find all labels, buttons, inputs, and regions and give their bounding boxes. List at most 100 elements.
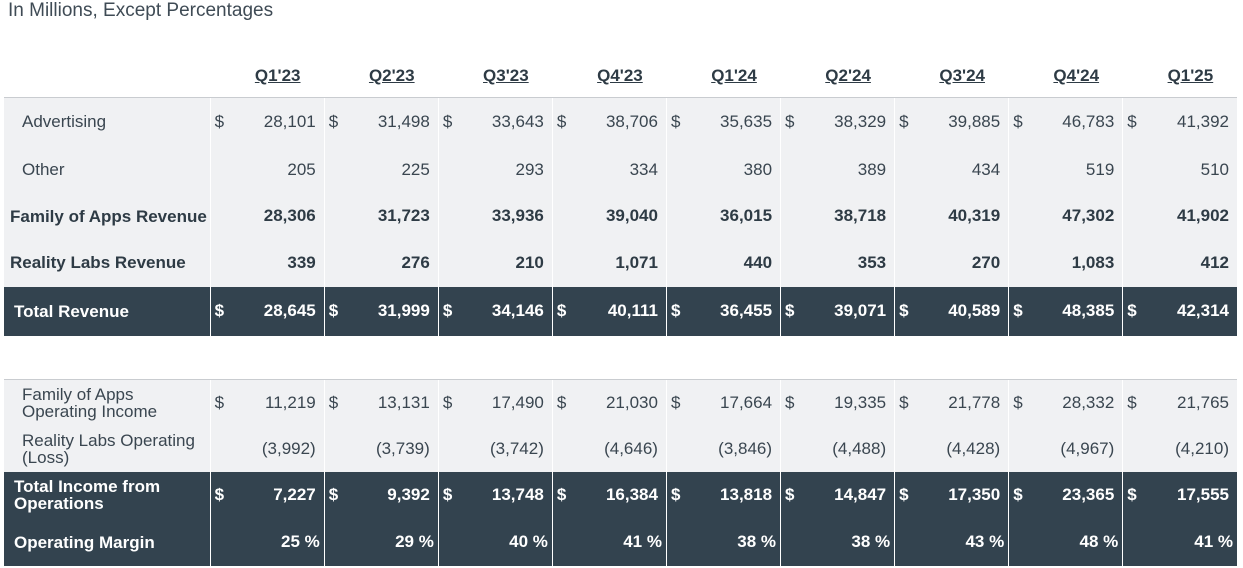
dollar-sign-cell: $ [551, 97, 574, 146]
dollar-sign-cell [209, 193, 232, 239]
dollar-sign-cell: $ [1122, 379, 1144, 426]
value-cell: 334 [573, 145, 667, 194]
header-spacer-cell [1123, 62, 1144, 90]
quarter-header-cell: Q4'24 [1030, 62, 1123, 90]
dollar-sign-cell: $ [1008, 471, 1030, 519]
row-label: Total Income from Operations [4, 471, 211, 519]
dollar-sign-cell [780, 193, 802, 239]
value-cell: 40,319 [915, 193, 1009, 239]
quarter-header-cell: Q1'23 [231, 62, 324, 90]
row-label: Advertising [4, 97, 211, 146]
dollar-sign-cell [1122, 238, 1144, 287]
quarter-header: Q1'23 Q2'23 Q3'23 Q4'23 Q1'24 Q2'24 Q3'24 Q4'24… [4, 62, 1237, 90]
value-cell: 510 [1143, 145, 1237, 194]
value-cell: 19,335 [801, 379, 895, 426]
value-cell: 293 [459, 145, 553, 194]
value-cell: 48,385 [1029, 286, 1123, 336]
quarter-label: Q2'23 [368, 66, 415, 85]
dollar-sign-cell: $ [323, 471, 346, 519]
value-cell: 35,635 [687, 97, 781, 146]
dollar-sign-cell: $ [323, 97, 346, 146]
header-spacer-cell [666, 62, 687, 90]
dollar-sign-cell: $ [1008, 379, 1030, 426]
value-cell: (4,967) [1029, 425, 1123, 472]
dollar-sign-cell [551, 193, 574, 239]
dollar-sign-cell: $ [437, 97, 460, 146]
value-cell: 11,219 [231, 379, 325, 426]
dollar-sign-cell [551, 425, 574, 472]
value-cell: 41,392 [1143, 97, 1237, 146]
row-label: Reality Labs Operating (Loss) [4, 425, 211, 472]
value-cell: 434 [915, 145, 1009, 194]
quarter-label: Q1'24 [711, 66, 757, 85]
value-cell: 17,490 [459, 379, 553, 426]
dollar-sign-cell: $ [780, 97, 802, 146]
value-cell: (4,428) [915, 425, 1009, 472]
value-cell: 40,111 [573, 286, 667, 336]
value-cell: 38 % [687, 518, 781, 566]
dollar-sign-cell [780, 238, 802, 287]
dollar-sign-cell: $ [665, 379, 688, 426]
row-label: Total Revenue [4, 286, 211, 336]
dollar-sign-cell [209, 518, 232, 566]
dollar-sign-cell [894, 238, 916, 287]
value-cell: 40,589 [915, 286, 1009, 336]
value-cell: 14,847 [801, 471, 895, 519]
value-cell: 29 % [345, 518, 439, 566]
value-cell: (3,739) [345, 425, 439, 472]
value-cell: 205 [231, 145, 325, 194]
dollar-sign-cell [1008, 238, 1030, 287]
table-row: Total Revenue $28,645 $31,999 $34,146 $40,11… [4, 286, 1237, 336]
dollar-sign-cell [209, 145, 232, 194]
dollar-sign-cell: $ [437, 379, 460, 426]
value-cell: 31,999 [345, 286, 439, 336]
value-cell: 33,936 [459, 193, 553, 239]
header-spacer-cell [781, 62, 802, 90]
value-cell: 28,101 [231, 97, 325, 146]
dollar-sign-cell: $ [665, 97, 688, 146]
quarter-label: Q4'23 [597, 66, 643, 85]
value-cell: 47,302 [1029, 193, 1123, 239]
dollar-sign-cell [780, 518, 802, 566]
dollar-sign-cell: $ [780, 471, 802, 519]
dollar-sign-cell [437, 425, 460, 472]
dollar-sign-cell [323, 518, 346, 566]
value-cell: 28,306 [231, 193, 325, 239]
dollar-sign-cell [894, 425, 916, 472]
value-cell: 21,765 [1143, 379, 1237, 426]
dollar-sign-cell: $ [665, 286, 688, 336]
value-cell: 38,718 [801, 193, 895, 239]
dollar-sign-cell: $ [323, 379, 346, 426]
header-spacer-cell [1009, 62, 1030, 90]
value-cell: 28,645 [231, 286, 325, 336]
dollar-sign-cell [780, 425, 802, 472]
value-cell: 41,902 [1143, 193, 1237, 239]
quarter-header-cell: Q4'23 [573, 62, 666, 90]
value-cell: 13,748 [459, 471, 553, 519]
dollar-sign-cell [1008, 193, 1030, 239]
dollar-sign-cell [665, 145, 688, 194]
dollar-sign-cell: $ [209, 97, 232, 146]
value-cell: 41 % [1143, 518, 1237, 566]
value-cell: 440 [687, 238, 781, 287]
quarter-header-cell: Q2'24 [802, 62, 895, 90]
dollar-sign-cell [437, 193, 460, 239]
dollar-sign-cell [894, 518, 916, 566]
value-cell: 46,783 [1029, 97, 1123, 146]
value-cell: 39,040 [573, 193, 667, 239]
value-cell: 39,885 [915, 97, 1009, 146]
dollar-sign-cell: $ [1122, 286, 1144, 336]
dollar-sign-cell [1008, 145, 1030, 194]
value-cell: 36,455 [687, 286, 781, 336]
value-cell: 389 [801, 145, 895, 194]
dollar-sign-cell [209, 238, 232, 287]
value-cell: 39,071 [801, 286, 895, 336]
dollar-sign-cell: $ [1122, 97, 1144, 146]
dollar-sign-cell: $ [665, 471, 688, 519]
value-cell: 25 % [231, 518, 325, 566]
dollar-sign-cell: $ [894, 379, 916, 426]
value-cell: 38,329 [801, 97, 895, 146]
value-cell: 270 [915, 238, 1009, 287]
dollar-sign-cell: $ [894, 97, 916, 146]
table-row: Advertising $28,101 $31,498 $33,643 $38,706 $… [4, 97, 1237, 146]
